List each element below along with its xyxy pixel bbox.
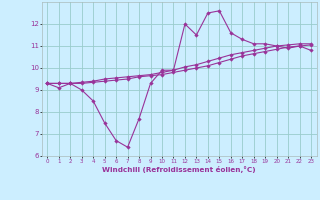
X-axis label: Windchill (Refroidissement éolien,°C): Windchill (Refroidissement éolien,°C): [102, 166, 256, 173]
